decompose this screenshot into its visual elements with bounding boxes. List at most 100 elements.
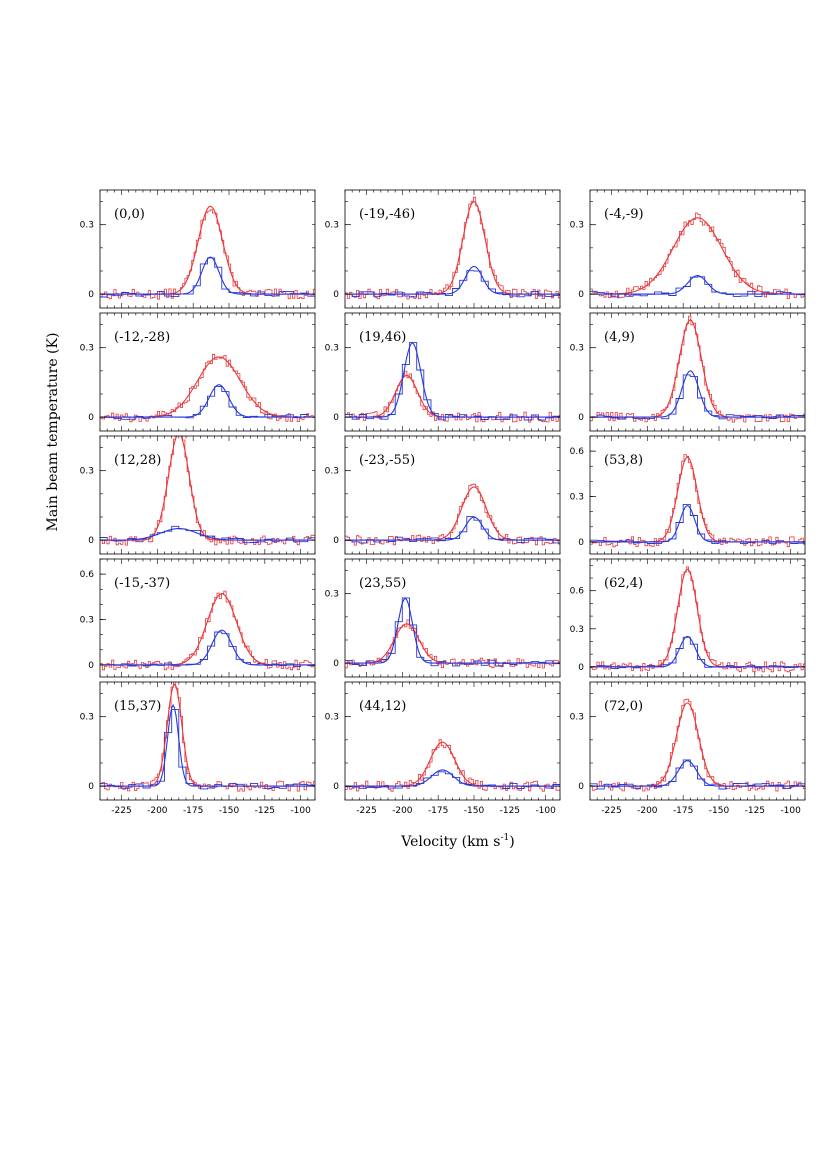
y-tick-label: 0 (333, 290, 339, 300)
y-tick-label: 0.3 (570, 625, 584, 635)
narrow-beam-spectrum-histogram (345, 516, 560, 544)
narrow-beam-gaussian-fit (100, 527, 315, 541)
wide-beam-gaussian-fit (100, 356, 315, 418)
narrow-beam-gaussian-fit (345, 265, 560, 295)
wide-beam-gaussian-fit (345, 741, 560, 787)
wide-beam-gaussian-fit (345, 374, 560, 418)
narrow-beam-gaussian-fit (590, 760, 805, 787)
y-tick-label: 0.3 (325, 590, 339, 600)
y-tick-label: 0 (578, 538, 584, 548)
panel-data (345, 483, 560, 546)
spectrum-panel: 0 0.3 -225 -200 -175 -150 -125 -100 (44,12) (325, 681, 561, 816)
panel-data (590, 212, 805, 299)
panel-offset-label: (-23,-55) (359, 453, 415, 468)
panel-offset-label: (53,8) (604, 453, 643, 468)
spectrum-panel: 0 0.3 (-4,-9) (570, 189, 806, 309)
panel-offset-label: (12,28) (114, 453, 161, 468)
panel-data (345, 597, 560, 669)
panel-offset-label: (0,0) (114, 207, 145, 222)
narrow-beam-gaussian-fit (100, 256, 315, 295)
narrow-beam-spectrum-histogram (345, 342, 560, 421)
x-axis-title-unit-exponent: -1 (500, 833, 509, 843)
panel-offset-label: (-15,-37) (114, 576, 170, 591)
wide-beam-spectrum-histogram (345, 196, 560, 300)
y-tick-label: 0.3 (325, 467, 339, 477)
panel-offset-label: (72,0) (604, 699, 643, 714)
spectrum-panel: 0 0.3 -225 -200 -175 -150 -125 -100 (72,0) (570, 681, 806, 816)
wide-beam-spectrum-histogram (100, 209, 315, 300)
x-tick-label: -200 (147, 806, 168, 816)
x-tick-label: -150 (709, 806, 730, 816)
panel-offset-label: (62,4) (604, 576, 643, 591)
y-tick-label: 0 (333, 782, 339, 792)
y-tick-label: 0 (578, 663, 584, 673)
panel-offset-label: (4,9) (604, 330, 635, 345)
y-tick-label: 0.3 (80, 713, 94, 723)
narrow-beam-spectrum-histogram (100, 386, 315, 420)
spectrum-panel: 0 0.3 (-19,-46) (325, 189, 561, 309)
x-tick-label: -125 (745, 806, 765, 816)
x-tick-label: -225 (601, 806, 621, 816)
spectrum-panel: 0 0.3 (-12,-28) (80, 312, 316, 432)
x-tick-label: -175 (428, 806, 448, 816)
panel-data (590, 454, 805, 548)
x-tick-label: -125 (255, 806, 275, 816)
spectrum-panel: 0 0.3 (0,0) (80, 189, 316, 309)
narrow-beam-spectrum-histogram (345, 597, 560, 667)
wide-beam-spectrum-histogram (345, 739, 560, 792)
narrow-beam-gaussian-fit (590, 635, 805, 668)
y-tick-label: 0.3 (570, 221, 584, 231)
panel-data (345, 342, 560, 423)
y-tick-label: 0 (333, 659, 339, 669)
x-tick-label: -225 (356, 806, 376, 816)
y-tick-label: 0 (88, 536, 94, 546)
y-tick-label: 0.3 (80, 616, 94, 626)
narrow-beam-gaussian-fit (590, 370, 805, 418)
y-tick-label: 0 (88, 413, 94, 423)
panel-offset-label: (15,37) (114, 699, 161, 714)
y-tick-label: 0.6 (80, 570, 95, 580)
wide-beam-spectrum-histogram (100, 353, 315, 423)
wide-beam-spectrum-histogram (345, 483, 560, 546)
x-tick-label: -175 (673, 806, 693, 816)
y-tick-label: 0 (88, 782, 94, 792)
narrow-beam-gaussian-fit (345, 597, 560, 664)
panel-offset-label: (-19,-46) (359, 207, 415, 222)
narrow-beam-gaussian-fit (100, 629, 315, 666)
y-tick-label: 0.3 (80, 344, 94, 354)
narrow-beam-spectrum-histogram (345, 771, 560, 789)
y-axis-title: Main beam temperature (K) (45, 333, 61, 532)
panel-data (345, 739, 560, 792)
panel-data (100, 682, 315, 792)
panel-offset-label: (19,46) (359, 330, 406, 345)
narrow-beam-gaussian-fit (590, 504, 805, 543)
spectrum-panel: 0 0.3 (12,28) (80, 435, 316, 555)
x-tick-label: -100 (290, 806, 311, 816)
panel-offset-label: (44,12) (359, 699, 406, 714)
x-tick-label: -200 (392, 806, 413, 816)
wide-beam-gaussian-fit (590, 217, 805, 295)
panel-data (590, 698, 805, 792)
narrow-beam-gaussian-fit (100, 703, 315, 787)
y-tick-label: 0 (88, 661, 94, 671)
panel-data (100, 590, 315, 671)
x-tick-label: -150 (464, 806, 485, 816)
x-tick-label: -200 (637, 806, 658, 816)
wide-beam-spectrum-histogram (590, 212, 805, 299)
panel-data (100, 205, 315, 300)
narrow-beam-spectrum-histogram (100, 631, 315, 668)
y-tick-label: 0.3 (570, 713, 584, 723)
x-axis-title-main: Velocity (km s (400, 834, 500, 850)
y-tick-label: 0.3 (570, 493, 584, 503)
spectrum-panel: 0 0.3 0.6 (-15,-37) (80, 558, 316, 678)
narrow-beam-spectrum-histogram (590, 503, 805, 545)
y-tick-label: 0 (333, 536, 339, 546)
x-tick-label: -150 (219, 806, 240, 816)
spectrum-panel: 0 0.3 (-23,-55) (325, 435, 561, 555)
panel-offset-label: (-12,-28) (114, 330, 170, 345)
y-tick-label: 0 (578, 413, 584, 423)
x-axis-title-close: ) (509, 834, 514, 850)
spectrum-panel: 0 0.3 0.6 (53,8) (570, 435, 806, 555)
panel-offset-label: (23,55) (359, 576, 406, 591)
